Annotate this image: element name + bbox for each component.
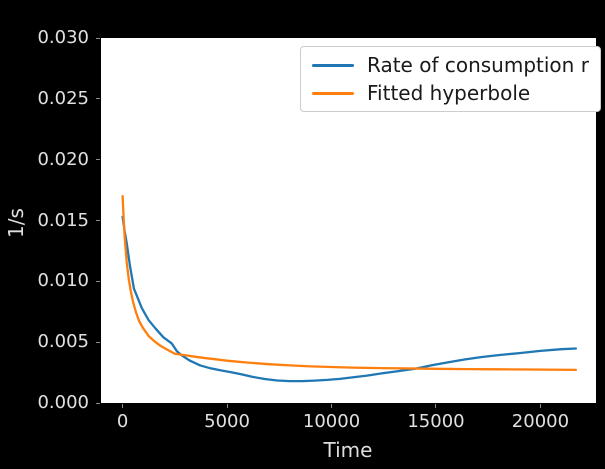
series-line-0 bbox=[121, 215, 578, 383]
x-tick-mark bbox=[435, 404, 437, 408]
y-tick-label: 0.015 bbox=[37, 209, 89, 231]
y-tick-mark bbox=[96, 280, 100, 282]
legend-line-sample-icon bbox=[312, 63, 354, 67]
x-tick-label: 15000 bbox=[407, 411, 465, 432]
legend-label: Rate of consumption r bbox=[367, 52, 589, 77]
x-tick-mark bbox=[226, 404, 228, 408]
line-chart-canvas bbox=[121, 195, 578, 383]
plot-area: Rate of consumption r Fitted hyperbole bbox=[100, 37, 601, 404]
y-axis-label: 1/s bbox=[4, 208, 28, 238]
y-tick-label: 0.010 bbox=[37, 270, 89, 292]
series-line-1 bbox=[121, 195, 578, 372]
x-tick-label: 20000 bbox=[511, 411, 570, 432]
x-tick-mark bbox=[331, 404, 333, 408]
x-tick-label: 10000 bbox=[302, 411, 361, 432]
legend-entry: Fitted hyperbole bbox=[312, 80, 589, 106]
legend-label: Fitted hyperbole bbox=[367, 80, 531, 105]
legend-line-sample-icon bbox=[312, 91, 354, 95]
y-tick-mark bbox=[96, 98, 100, 100]
y-tick-mark bbox=[96, 341, 100, 343]
x-tick-label: 5000 bbox=[204, 411, 250, 432]
x-tick-label: 0 bbox=[116, 411, 129, 432]
x-tick-mark bbox=[539, 404, 541, 408]
y-tick-label: 0.025 bbox=[37, 87, 89, 109]
y-tick-mark bbox=[96, 37, 100, 39]
y-tick-mark bbox=[96, 220, 100, 221]
legend: Rate of consumption r Fitted hyperbole bbox=[300, 46, 601, 112]
y-tick-label: 0.005 bbox=[37, 331, 89, 353]
legend-entry: Rate of consumption r bbox=[312, 52, 589, 78]
x-tick-mark bbox=[122, 404, 124, 408]
y-tick-mark bbox=[96, 402, 100, 404]
y-tick-mark bbox=[96, 159, 100, 161]
y-tick-label: 0.030 bbox=[37, 27, 89, 48]
y-tick-label: 0.000 bbox=[37, 392, 89, 413]
x-axis-label: Time bbox=[323, 438, 373, 462]
y-tick-label: 0.020 bbox=[37, 148, 89, 170]
